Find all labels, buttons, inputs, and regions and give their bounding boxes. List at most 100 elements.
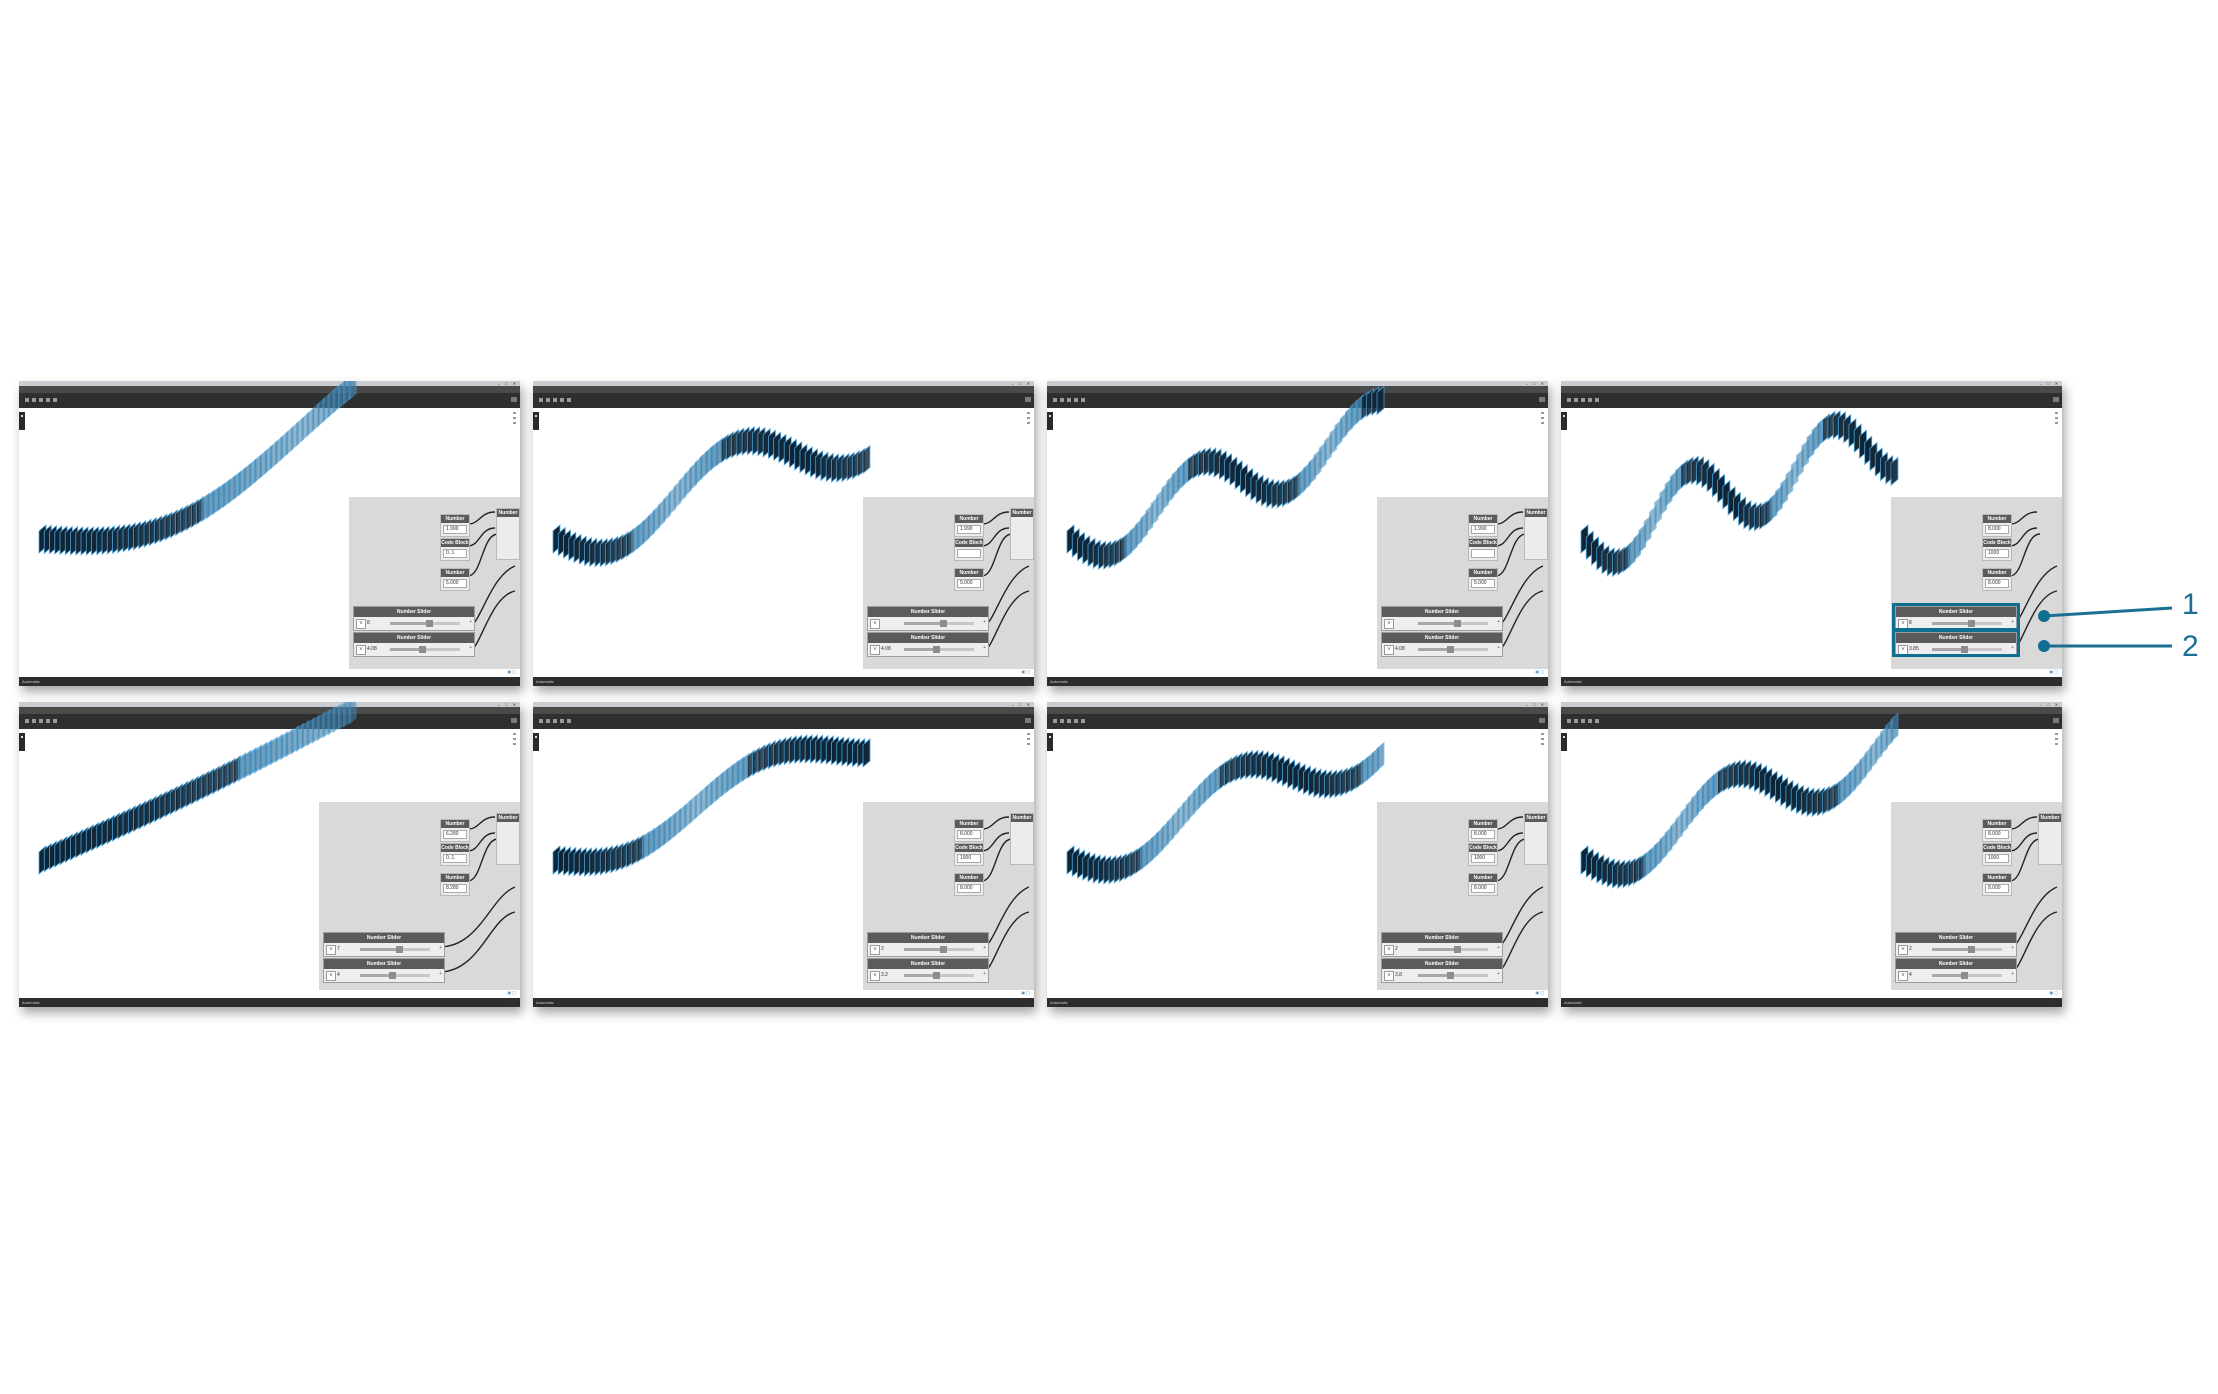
slider-step-control[interactable]: + — [1497, 645, 1500, 651]
number-value[interactable]: 8.000 — [957, 884, 981, 893]
number-slider-2[interactable]: Number Slider ˅ 4.08 + — [1381, 632, 1503, 657]
view-navigation[interactable] — [2055, 733, 2059, 748]
slider-track[interactable] — [1932, 646, 2002, 653]
library-tab[interactable] — [533, 733, 539, 751]
chevron-down-icon[interactable]: ˅ — [1898, 971, 1908, 981]
number-slider-1[interactable]: Number Slider ˅ + — [867, 606, 989, 631]
open-file-icon[interactable] — [32, 398, 36, 402]
save-icon[interactable] — [1067, 719, 1071, 723]
zoom-out-icon[interactable] — [513, 743, 516, 745]
slider-step-control[interactable]: + — [1497, 945, 1500, 951]
number-slider-2[interactable]: Number Slider ˅ 3.8 + — [1381, 958, 1503, 983]
zoom-in-icon[interactable] — [1541, 417, 1544, 419]
number-slider-2[interactable]: Number Slider ˅ 3.2 + — [867, 958, 989, 983]
export-image-icon[interactable] — [2053, 718, 2059, 723]
undo-icon[interactable] — [1588, 398, 1592, 402]
export-image-icon[interactable] — [1025, 397, 1031, 402]
code-block-value[interactable] — [1471, 549, 1495, 558]
slider-track[interactable] — [904, 946, 974, 953]
number-node[interactable]: Number 8.000 — [1982, 568, 2012, 591]
output-node[interactable]: Number — [496, 813, 520, 865]
view-toggle-icons[interactable]: ▣ ▢ — [1535, 669, 1544, 674]
export-image-icon[interactable] — [1025, 718, 1031, 723]
output-node[interactable]: Number — [1524, 508, 1548, 560]
number-value[interactable]: 8.000 — [957, 830, 981, 839]
zoom-out-icon[interactable] — [1027, 743, 1030, 745]
library-tab[interactable] — [1561, 412, 1567, 430]
zoom-in-icon[interactable] — [1027, 417, 1030, 419]
number-value[interactable]: 8.000 — [1985, 884, 2009, 893]
export-image-icon[interactable] — [2053, 397, 2059, 402]
open-file-icon[interactable] — [1060, 398, 1064, 402]
code-block-value[interactable]: 1000 — [1985, 549, 2009, 558]
chevron-down-icon[interactable]: ˅ — [1384, 619, 1394, 629]
open-file-icon[interactable] — [546, 398, 550, 402]
save-icon[interactable] — [39, 398, 43, 402]
slider-step-control[interactable]: + — [439, 945, 442, 951]
zoom-out-icon[interactable] — [2055, 743, 2058, 745]
slider-step-control[interactable]: + — [439, 971, 442, 977]
number-node[interactable]: Number 5.000 — [954, 568, 984, 591]
slider-step-control[interactable]: + — [983, 645, 986, 651]
zoom-fit-icon[interactable] — [1027, 412, 1030, 414]
slider-step-control[interactable]: + — [983, 619, 986, 625]
slider-step-control[interactable]: + — [983, 945, 986, 951]
number-node[interactable]: Number 8.000 — [1468, 819, 1498, 842]
slider-thumb[interactable] — [1967, 620, 1975, 627]
window-controls[interactable]: – □ ✕ — [1525, 381, 1546, 386]
chevron-down-icon[interactable]: ˅ — [870, 645, 880, 655]
number-value[interactable]: 8.000 — [1985, 525, 2009, 534]
open-file-icon[interactable] — [1574, 719, 1578, 723]
slider-track[interactable] — [1932, 946, 2002, 953]
window-controls[interactable]: – □ ✕ — [1525, 702, 1546, 707]
zoom-fit-icon[interactable] — [2055, 733, 2058, 735]
slider-step-control[interactable]: + — [2011, 945, 2014, 951]
run-mode[interactable]: Automatic — [1564, 1000, 1582, 1005]
save-icon[interactable] — [553, 398, 557, 402]
open-file-icon[interactable] — [1060, 719, 1064, 723]
view-toggle-icons[interactable]: ▣ ▢ — [2049, 669, 2058, 674]
view-toggle-icons[interactable]: ▣ ▢ — [1021, 990, 1030, 995]
slider-thumb[interactable] — [939, 946, 947, 953]
number-node[interactable]: Number 8.000 — [1982, 873, 2012, 896]
number-value[interactable]: 1.990 — [443, 525, 467, 534]
slider-thumb[interactable] — [388, 972, 396, 979]
number-slider-1[interactable]: Number Slider ˅ 2 + — [1895, 932, 2017, 957]
slider-thumb[interactable] — [1967, 946, 1975, 953]
chevron-down-icon[interactable]: ˅ — [870, 971, 880, 981]
run-mode[interactable]: Automatic — [1564, 679, 1582, 684]
redo-icon[interactable] — [53, 719, 57, 723]
run-mode[interactable]: Automatic — [22, 1000, 40, 1005]
zoom-fit-icon[interactable] — [513, 733, 516, 735]
new-file-icon[interactable] — [25, 398, 29, 402]
save-icon[interactable] — [1067, 398, 1071, 402]
run-mode[interactable]: Automatic — [536, 1000, 554, 1005]
output-node[interactable]: Number — [1524, 813, 1548, 865]
undo-icon[interactable] — [560, 719, 564, 723]
export-image-icon[interactable] — [1539, 718, 1545, 723]
number-slider-2[interactable]: Number Slider ˅ 3.85 + — [1895, 632, 2017, 657]
slider-thumb[interactable] — [932, 646, 940, 653]
number-node[interactable]: Number 8.280 — [440, 873, 470, 896]
zoom-out-icon[interactable] — [1541, 743, 1544, 745]
undo-icon[interactable] — [1588, 719, 1592, 723]
number-value[interactable]: 8.000 — [1985, 830, 2009, 839]
zoom-fit-icon[interactable] — [1027, 733, 1030, 735]
output-node[interactable]: Number — [1010, 813, 1034, 865]
chevron-down-icon[interactable]: ˅ — [326, 971, 336, 981]
zoom-fit-icon[interactable] — [513, 412, 516, 414]
run-mode[interactable]: Automatic — [536, 679, 554, 684]
slider-step-control[interactable]: + — [1497, 971, 1500, 977]
number-node[interactable]: Number 8.000 — [1982, 514, 2012, 537]
number-node[interactable]: Number 5.000 — [1468, 568, 1498, 591]
zoom-out-icon[interactable] — [2055, 422, 2058, 424]
number-node[interactable]: Number 1.990 — [1468, 514, 1498, 537]
undo-icon[interactable] — [46, 398, 50, 402]
redo-icon[interactable] — [567, 719, 571, 723]
number-value[interactable]: 8.000 — [1471, 884, 1495, 893]
redo-icon[interactable] — [53, 398, 57, 402]
number-value[interactable]: 5.000 — [443, 579, 467, 588]
view-navigation[interactable] — [1541, 733, 1545, 748]
undo-icon[interactable] — [1074, 398, 1078, 402]
number-slider-1[interactable]: Number Slider ˅ + — [1381, 606, 1503, 631]
